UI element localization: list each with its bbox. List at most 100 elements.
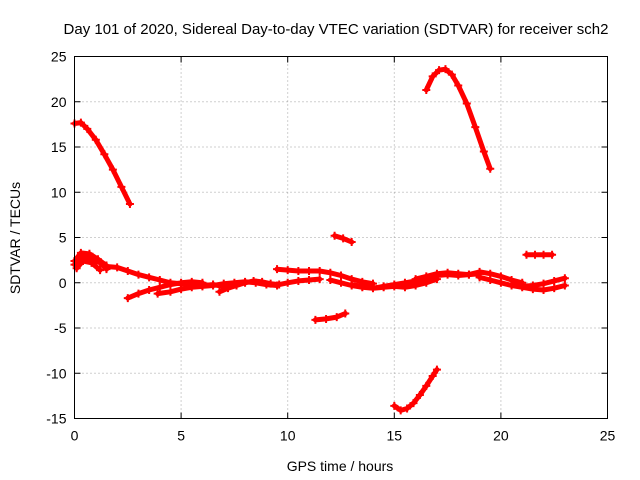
data-point [155,283,164,292]
data-point [315,275,324,284]
data-point [528,281,537,290]
data-point [428,72,437,81]
data-point [326,276,335,285]
data-point [155,276,164,285]
x-tick-label: 15 [387,428,403,444]
data-point [337,271,345,280]
data-point [305,276,314,285]
series-arc-peak-17h [423,66,493,172]
data-point [108,165,117,174]
y-tick-label: 10 [51,184,67,200]
data-point [422,272,431,281]
data-point [153,289,162,298]
data-point [322,314,331,323]
data-point [305,266,314,275]
data-point [550,276,559,285]
y-tick-label: 5 [59,230,67,246]
data-point [507,280,516,289]
data-point [422,381,431,390]
data-point [475,273,484,282]
y-tick-label: 0 [59,275,67,291]
data-point [432,269,441,278]
data-point [134,289,143,298]
data-point [539,250,548,259]
data-point [339,234,348,243]
data-point [454,81,463,90]
data-point [275,280,284,289]
data-point [441,65,450,74]
data-point [447,70,456,79]
data-point [294,276,303,285]
data-point [96,266,105,275]
data-point [87,258,96,267]
x-tick-label: 10 [280,428,296,444]
data-point [117,182,126,191]
data-point [224,284,233,293]
data-point [258,277,267,286]
x-tick-label: 5 [177,428,185,444]
data-point [347,238,356,247]
data-point [273,265,282,274]
data-point [283,278,292,287]
data-point [518,282,527,291]
data-point [560,274,569,283]
data-point [166,287,175,296]
data-point [209,281,218,290]
data-point [486,276,495,285]
y-tick-label: -10 [46,365,66,381]
data-point [113,263,122,272]
data-point [560,281,569,290]
y-tick-label: 25 [51,49,67,65]
data-point [496,278,505,287]
data-point [550,284,559,293]
data-point [454,269,463,278]
data-point [415,390,424,399]
series-arc-descending-start [72,120,133,207]
data-point [400,278,409,287]
data-point [219,279,228,288]
data-point [125,200,134,209]
data-point [232,281,241,290]
data-point [134,270,143,279]
data-point [315,266,324,275]
data-point [311,315,320,324]
data-point [83,124,92,133]
data-point [531,250,540,259]
data-point [422,85,431,94]
data-point [91,135,100,144]
data-point [166,280,175,289]
data-point [379,282,388,291]
data-point [337,278,345,287]
data-point [522,250,531,259]
series-arc-9.5h-upper [274,266,376,287]
data-point [145,273,154,282]
data-point [411,275,420,284]
data-point [215,287,224,296]
x-axis-title: GPS time / hours [287,458,394,474]
data-point [266,279,275,288]
chart-title: Day 101 of 2020, Sidereal Day-to-day VTE… [64,21,609,38]
data-point [443,268,452,277]
data-point [326,268,335,277]
x-tick-label: 25 [600,428,616,444]
data-point [123,266,132,275]
data-point [123,294,132,303]
data-point [368,284,377,293]
y-tick-label: -5 [54,320,67,336]
y-tick-label: -15 [46,411,66,427]
data-point [471,123,480,132]
data-point [76,248,85,257]
data-point [79,257,88,266]
x-tick-label: 20 [493,428,509,444]
data-point [486,164,495,173]
data-point [462,99,471,108]
y-tick-label: 15 [51,139,67,155]
data-point [347,280,356,289]
data-point [548,250,557,259]
data-point [96,258,105,267]
data-point [432,365,441,374]
data-point [241,278,250,287]
data-point [100,150,109,159]
data-point [539,279,548,288]
